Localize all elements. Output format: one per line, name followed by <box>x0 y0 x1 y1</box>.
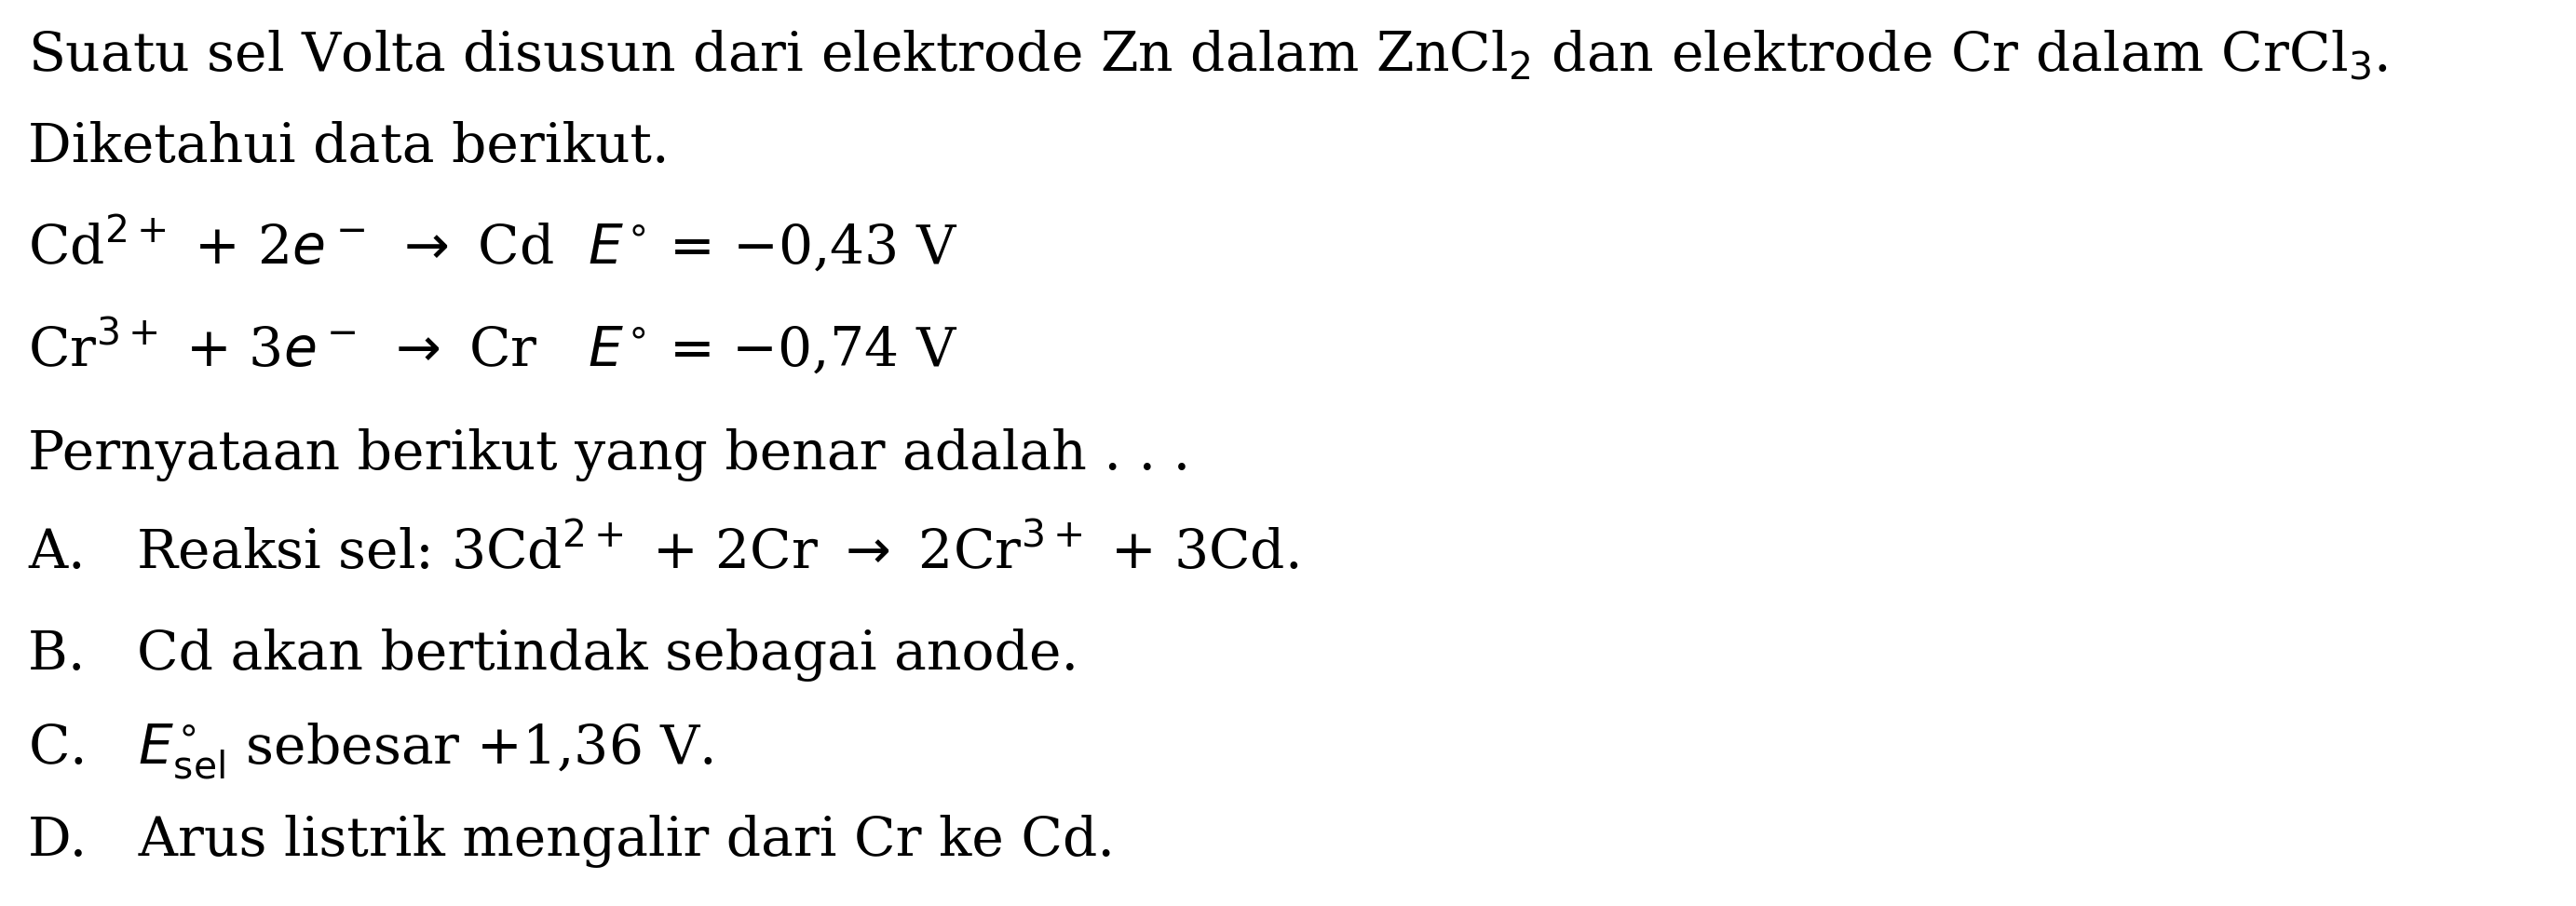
Text: C.   $E^{\circ}_{\mathrm{sel}}$ sebesar +1,36 V.: C. $E^{\circ}_{\mathrm{sel}}$ sebesar +1… <box>28 722 714 782</box>
Text: B.   Cd akan bertindak sebagai anode.: B. Cd akan bertindak sebagai anode. <box>28 629 1079 681</box>
Text: A.   Reaksi sel: 3Cd$^{2+}$ + 2Cr $\rightarrow$ 2Cr$^{3+}$ + 3Cd.: A. Reaksi sel: 3Cd$^{2+}$ + 2Cr $\righta… <box>28 526 1298 580</box>
Text: Cd$^{2+}$ + 2$e^-$ $\rightarrow$ Cd  $E^{\circ}$ = $-$0,43 V: Cd$^{2+}$ + 2$e^-$ $\rightarrow$ Cd $E^{… <box>28 214 958 275</box>
Text: D.   Arus listrik mengalir dari Cr ke Cd.: D. Arus listrik mengalir dari Cr ke Cd. <box>28 814 1115 868</box>
Text: Pernyataan berikut yang benar adalah . . .: Pernyataan berikut yang benar adalah . .… <box>28 429 1190 481</box>
Text: Suatu sel Volta disusun dari elektrode Zn dalam ZnCl$_2$ dan elektrode Cr dalam : Suatu sel Volta disusun dari elektrode Z… <box>28 28 2388 82</box>
Text: Cr$^{3+}$ + 3$e^-$ $\rightarrow$ Cr   $E^{\circ}$ = $-$0,74 V: Cr$^{3+}$ + 3$e^-$ $\rightarrow$ Cr $E^{… <box>28 316 958 377</box>
Text: Diketahui data berikut.: Diketahui data berikut. <box>28 121 670 173</box>
